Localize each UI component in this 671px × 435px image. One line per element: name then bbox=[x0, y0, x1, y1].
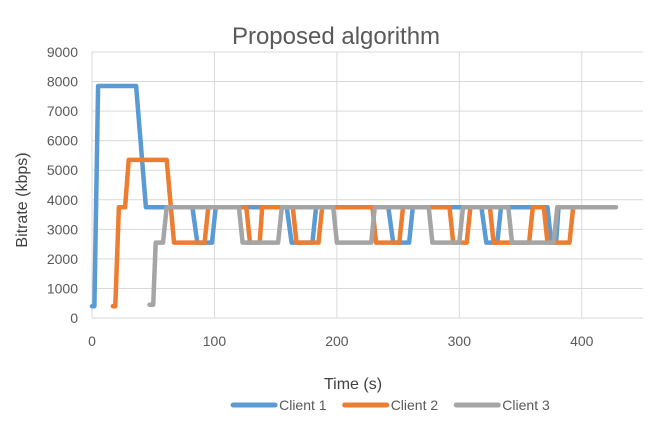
series-line-client-3 bbox=[147, 204, 619, 307]
legend-label-client-3: Client 3 bbox=[502, 397, 550, 413]
legend-label-client-1: Client 1 bbox=[279, 397, 327, 413]
y-tick-label: 7000 bbox=[47, 103, 78, 119]
y-tick-label: 4000 bbox=[47, 192, 78, 208]
y-axis-ticks: 0 1000 2000 3000 4000 5000 6000 7000 8000 9000 bbox=[47, 44, 78, 326]
y-axis-title: Bitrate (kbps) bbox=[14, 152, 31, 247]
x-tick-label: 200 bbox=[325, 333, 349, 349]
y-tick-label: 8000 bbox=[47, 74, 78, 90]
x-tick-label: 400 bbox=[570, 333, 594, 349]
y-tick-label: 3000 bbox=[47, 221, 78, 237]
series bbox=[89, 83, 619, 309]
y-tick-label: 9000 bbox=[47, 44, 78, 60]
x-tick-label: 0 bbox=[88, 333, 96, 349]
y-tick-label: 6000 bbox=[47, 133, 78, 149]
grid bbox=[91, 51, 643, 319]
chart-title: Proposed algorithm bbox=[232, 23, 440, 50]
series-line-client-2 bbox=[110, 157, 576, 309]
y-tick-label: 1000 bbox=[47, 280, 78, 296]
x-tick-label: 100 bbox=[203, 333, 227, 349]
x-tick-label: 300 bbox=[448, 333, 472, 349]
y-tick-label: 0 bbox=[70, 310, 78, 326]
x-axis-title: Time (s) bbox=[324, 376, 382, 393]
y-tick-label: 5000 bbox=[47, 162, 78, 178]
x-axis-ticks: 0 100 200 300 400 bbox=[88, 333, 594, 349]
y-tick-label: 2000 bbox=[47, 251, 78, 267]
series-line-client-1 bbox=[89, 83, 561, 309]
legend-label-client-2: Client 2 bbox=[391, 397, 439, 413]
legend: Client 1 Client 2 Client 3 bbox=[230, 397, 550, 413]
